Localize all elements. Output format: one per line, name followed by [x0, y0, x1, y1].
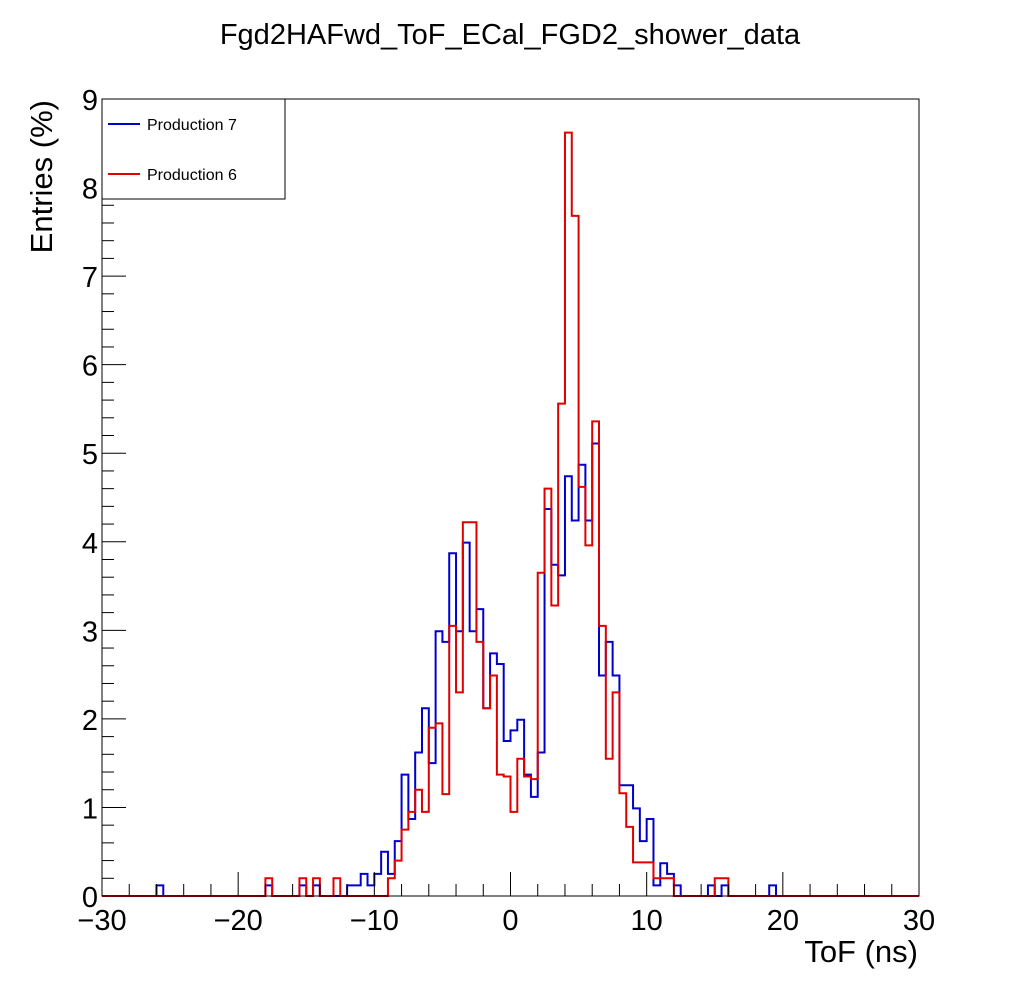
series-line-production-7	[102, 442, 919, 897]
y-tick-label: 4	[82, 528, 98, 560]
x-tick-label: −10	[350, 905, 399, 937]
x-tick-label: 20	[767, 905, 799, 937]
chart-title: Fgd2HAFwd_ToF_ECal_FGD2_shower_data	[220, 19, 801, 51]
x-tick-label: −20	[214, 905, 263, 937]
x-tick-label: −30	[77, 905, 126, 937]
y-axis-label: Entries (%)	[24, 100, 59, 253]
legend-label-production-7: Production 7	[147, 117, 237, 134]
y-tick-label: 3	[82, 616, 98, 648]
y-tick-label: 8	[82, 174, 98, 206]
y-tick-label: 6	[82, 351, 98, 383]
y-tick-label: 1	[82, 793, 98, 825]
legend-label-production-6: Production 6	[147, 167, 237, 184]
x-axis: −30 −20 −10 0 10 20 30	[77, 872, 935, 937]
y-tick-label: 5	[82, 439, 98, 471]
legend: Production 7 Production 6	[101, 98, 286, 200]
y-tick-label: 7	[82, 262, 98, 294]
x-tick-label: 10	[631, 905, 663, 937]
y-tick-label: 9	[82, 85, 98, 117]
y-axis: 0 1 2 3 4 5 6 7 8 9	[82, 85, 126, 914]
x-tick-label: 30	[903, 905, 935, 937]
y-tick-label: 0	[82, 882, 98, 914]
x-tick-label: 0	[502, 905, 518, 937]
series-layer	[102, 131, 919, 897]
x-axis-label: ToF (ns)	[804, 934, 918, 969]
series-line-production-6	[102, 131, 919, 897]
y-tick-label: 2	[82, 705, 98, 737]
legend-box	[101, 98, 286, 200]
